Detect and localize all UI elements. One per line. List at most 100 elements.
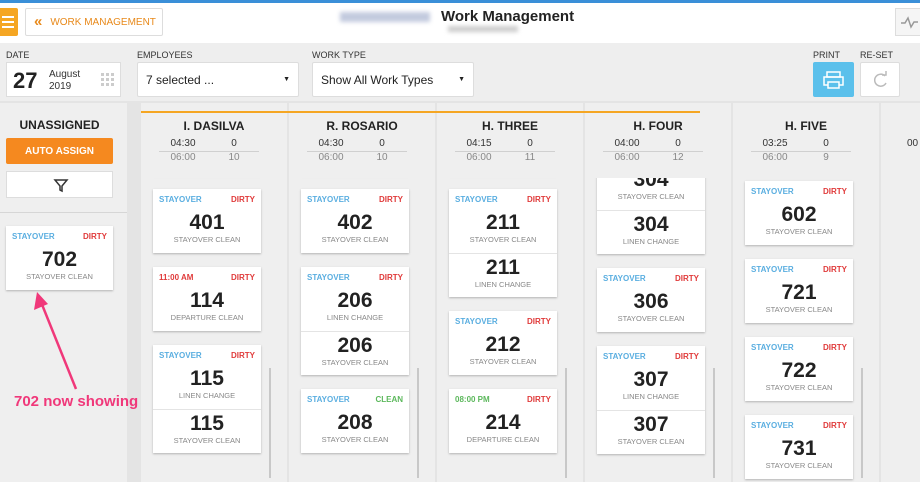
scrollbar (713, 368, 715, 478)
employee-column: H. THREE 04:15 0 06:00 11 LINEN CHANGE STAYOVE… (437, 103, 583, 482)
icon (901, 16, 918, 29)
date-picker[interactable]: 27 August 2019 (6, 62, 121, 97)
stat-count: 10 (228, 152, 240, 163)
card-header: STAYOVER DIRTY (6, 226, 113, 246)
funnel-icon (53, 179, 69, 193)
card-type: STAYOVER (603, 273, 646, 283)
card-header: STAYOVER CLEAN (301, 389, 409, 409)
card-type: STAYOVER (307, 272, 350, 282)
room: 307 STAYOVER CLEAN (597, 410, 705, 454)
room-task: STAYOVER CLEAN (173, 235, 241, 244)
room-task: LINEN CHANGE (178, 391, 236, 400)
card-status: DIRTY (527, 394, 551, 404)
card-header: STAYOVER DIRTY (153, 189, 261, 209)
task-card: STAYOVER DIRTY 722 STAYOVER CLEAN (745, 337, 853, 401)
stat-divider (307, 151, 407, 152)
back-button[interactable]: «WORK MANAGEMENT (25, 8, 163, 36)
reset-button[interactable] (860, 62, 900, 97)
room-number: 306 (633, 290, 669, 313)
employee-name: I. DASILVA (183, 119, 245, 133)
room-task: DEPARTURE CLEAN (466, 435, 540, 444)
print-button[interactable] (813, 62, 854, 97)
filter-button[interactable] (6, 171, 113, 198)
card-header: STAYOVER DIRTY (153, 345, 261, 365)
room-number: 402 (337, 211, 373, 234)
panel-title: UNASSIGNED (19, 118, 100, 132)
room: 722 STAYOVER CLEAN (745, 357, 853, 401)
card-header: STAYOVER DIRTY (449, 189, 557, 209)
employee-column: I. DASILVA 04:30 0 06:00 10 DEPARTURE CLEAN ST… (141, 103, 287, 482)
stat-time: 06:00 (318, 152, 344, 163)
card-header: 08:00 PM DIRTY (449, 389, 557, 409)
card-list: LINEN CHANGESTAYOVERDIRTY211STAYOVER CLE… (437, 178, 583, 482)
stat-count: 10 (376, 152, 388, 163)
room-number: 206 (337, 289, 373, 312)
card-header: STAYOVER DIRTY (745, 181, 853, 201)
menu-button[interactable] (0, 8, 18, 36)
printer-icon (823, 71, 844, 89)
card-header: STAYOVER DIRTY (597, 346, 705, 366)
date-label: DATE (6, 50, 30, 60)
room-number: 115 (190, 412, 224, 435)
task-card: 08:00 PM DIRTY 214 DEPARTURE CLEAN (449, 389, 557, 453)
room-task: STAYOVER CLEAN (469, 235, 537, 244)
room: 114 DEPARTURE CLEAN (153, 287, 261, 331)
room: 702 STAYOVER CLEAN (6, 246, 113, 290)
card-status: DIRTY (527, 194, 551, 204)
reset-label: RE-SET (860, 50, 894, 60)
blurred-text (448, 26, 518, 32)
card-header: STAYOVER DIRTY (745, 259, 853, 279)
card-header: 11:00 AM DIRTY (153, 267, 261, 287)
task-card: STAYOVER DIRTY 721 STAYOVER CLEAN (745, 259, 853, 323)
card-type: STAYOVER (751, 264, 794, 274)
card-type: STAYOVER (307, 194, 350, 204)
unassigned-panel: UNASSIGNED AUTO ASSIGN STAYOVER DIRTY 702 S… (0, 103, 127, 482)
divider (0, 212, 127, 213)
task-card: STAYOVER DIRTY 115 LINEN CHANGE 115 STAYOVER … (153, 345, 261, 453)
card-header: STAYOVER DIRTY (597, 268, 705, 288)
card-header: STAYOVER DIRTY (301, 267, 409, 287)
stat-divider (455, 151, 555, 152)
room: 307 LINEN CHANGE (597, 366, 705, 410)
task-card: STAYOVER DIRTY 206 LINEN CHANGE 206 STAYOVER … (301, 267, 409, 375)
room: 731 STAYOVER CLEAN (745, 435, 853, 479)
select-value: 7 selected ... (146, 72, 215, 87)
stat-count: 0 (231, 138, 237, 149)
room-task: STAYOVER CLEAN (321, 435, 389, 444)
card-status: DIRTY (675, 351, 699, 361)
card-status: DIRTY (231, 350, 255, 360)
card-type: STAYOVER (751, 420, 794, 430)
work-type-select[interactable]: Show All Work Types ▼ (312, 62, 474, 97)
room-task: STAYOVER CLEAN (765, 227, 833, 236)
room-task: LINEN CHANGE (622, 392, 680, 401)
activity-button[interactable] (895, 8, 920, 36)
stat-count: 0 (823, 138, 829, 149)
scrollbar (861, 368, 863, 478)
work-type-label: WORK TYPE (312, 50, 366, 60)
card-type: 08:00 PM (455, 394, 490, 404)
employees-label: EMPLOYEES (137, 50, 193, 60)
room-task: STAYOVER CLEAN (321, 358, 389, 367)
employees-select[interactable]: 7 selected ... ▼ (137, 62, 299, 97)
refresh-icon (873, 71, 887, 87)
scrollbar (417, 368, 419, 478)
room-number: 401 (189, 211, 225, 234)
card-type: STAYOVER (307, 394, 350, 404)
room: 212 STAYOVER CLEAN (449, 331, 557, 375)
room-number: 304 (633, 178, 669, 191)
room-number: 702 (41, 248, 78, 271)
room-task: LINEN CHANGE (326, 313, 384, 322)
room-task: STAYOVER CLEAN (765, 305, 833, 314)
card-status: DIRTY (83, 231, 107, 241)
card-status: DIRTY (823, 186, 847, 196)
blurred-text (340, 12, 430, 22)
room-task: STAYOVER CLEAN (765, 461, 833, 470)
card-type: STAYOVER (751, 342, 794, 352)
card-status: DIRTY (823, 420, 847, 430)
auto-assign-button[interactable]: AUTO ASSIGN (6, 138, 113, 164)
room-number: 115 (190, 367, 224, 390)
year: 2019 (49, 81, 72, 92)
card-status: DIRTY (675, 273, 699, 283)
annotation-arrow (34, 292, 78, 390)
